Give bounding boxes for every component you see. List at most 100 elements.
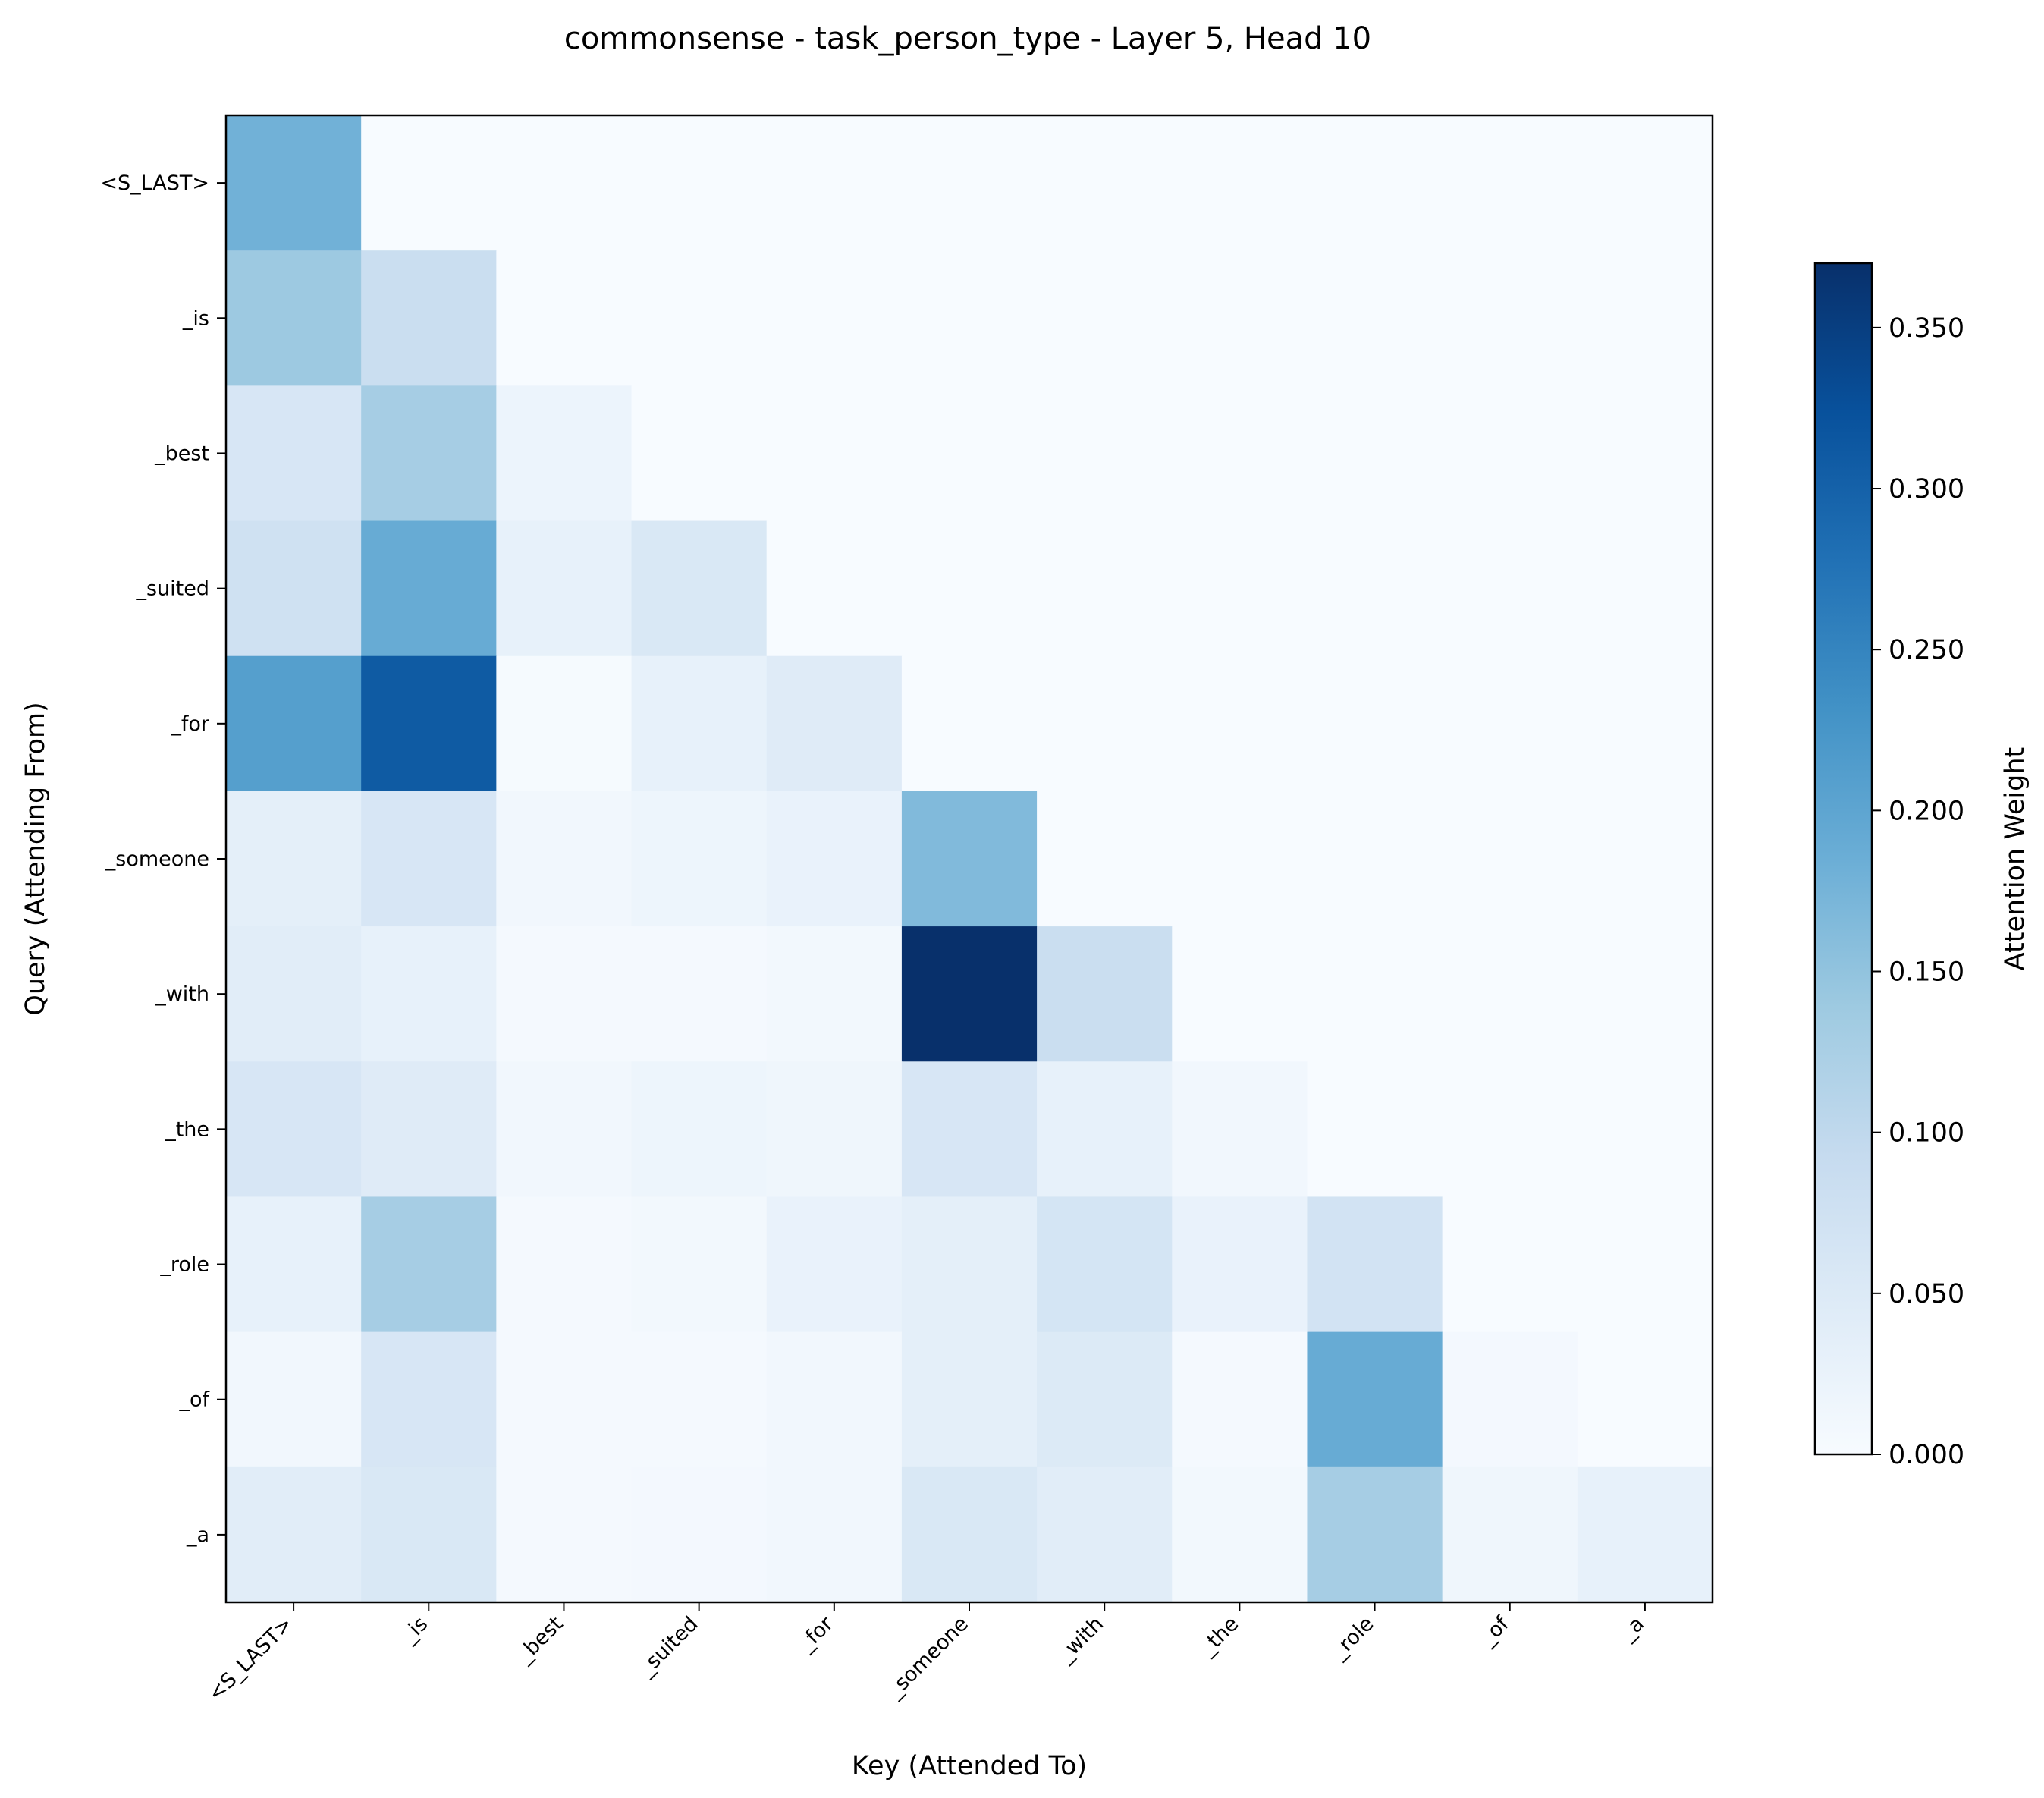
heatmap-cell — [901, 520, 1038, 657]
heatmap-cell — [361, 385, 497, 522]
heatmap-cell — [766, 1331, 903, 1468]
colorbar-ticks: 0.000 0.050 0.100 0.150 0.200 0.250 0.300 0.350 — [1872, 313, 1964, 1470]
heatmap-cell — [1172, 926, 1308, 1062]
heatmap-cell — [1577, 250, 1713, 386]
heatmap-cell — [226, 115, 362, 251]
heatmap-cell — [1442, 926, 1578, 1062]
heatmap-cell — [1577, 1196, 1713, 1333]
heatmap-cell — [361, 1466, 497, 1603]
heatmap-cell — [901, 1061, 1038, 1198]
heatmap-cell — [1037, 1061, 1173, 1198]
heatmap-cell — [226, 791, 362, 927]
heatmap-cell — [226, 926, 362, 1062]
heatmap-cell — [766, 115, 903, 251]
heatmap-cell — [1577, 385, 1713, 522]
heatmap-cell — [1172, 520, 1308, 657]
heatmap-cell — [901, 385, 1038, 522]
heatmap-cell — [226, 1466, 362, 1603]
heatmap-cell — [361, 655, 497, 792]
colorbar-tick-label: 0.150 — [1889, 957, 1964, 988]
colorbar-tick-label: 0.250 — [1889, 635, 1964, 665]
heatmap-cell — [361, 520, 497, 657]
heatmap-cell — [631, 1196, 768, 1333]
heatmap-cell — [1442, 115, 1578, 251]
colorbar-tick-label: 0.000 — [1889, 1440, 1964, 1470]
heatmap-cell — [1442, 520, 1578, 657]
heatmap-cell — [496, 1196, 633, 1333]
heatmap-cell — [1307, 520, 1443, 657]
heatmap-cell — [1037, 1466, 1173, 1603]
heatmap-cell — [1577, 1061, 1713, 1198]
colorbar-tick-label: 0.100 — [1889, 1118, 1964, 1149]
heatmap-cell — [1442, 791, 1578, 927]
y-tick-label: _of — [178, 1388, 210, 1412]
heatmap-cell — [361, 1331, 497, 1468]
heatmap-cell — [901, 115, 1038, 251]
heatmap-cell — [1037, 385, 1173, 522]
heatmap-cell — [496, 1331, 633, 1468]
y-tick-label: _someone — [105, 847, 209, 871]
heatmap-cell — [1307, 655, 1443, 792]
heatmap-cell — [496, 791, 633, 927]
heatmap-cell — [1442, 655, 1578, 792]
heatmap-cell — [496, 520, 633, 657]
heatmap-cell — [1307, 250, 1443, 386]
heatmap-cell — [496, 115, 633, 251]
heatmap-cell — [1442, 385, 1578, 522]
heatmap-cell — [1172, 115, 1308, 251]
y-tick-label: _best — [154, 442, 209, 465]
heatmap-cell — [766, 520, 903, 657]
heatmap-cell — [496, 926, 633, 1062]
heatmap-cell — [631, 926, 768, 1062]
heatmap-cell — [361, 250, 497, 386]
y-tick-label: _for — [170, 712, 210, 736]
heatmap-cells — [226, 115, 1713, 1603]
heatmap-cell — [1037, 1331, 1173, 1468]
heatmap-cell — [1442, 250, 1578, 386]
heatmap-cell — [1442, 1061, 1578, 1198]
heatmap-cell — [1577, 520, 1713, 657]
heatmap-cell — [1037, 791, 1173, 927]
heatmap-cell — [1577, 1466, 1713, 1603]
heatmap-cell — [631, 1331, 768, 1468]
heatmap-cell — [226, 1196, 362, 1333]
heatmap-cell — [1172, 1466, 1308, 1603]
heatmap-cell — [496, 655, 633, 792]
heatmap-cell — [766, 385, 903, 522]
y-axis-label: Query (Attending From) — [20, 702, 51, 1015]
heatmap-cell — [1307, 115, 1443, 251]
heatmap-cell — [1037, 115, 1173, 251]
colorbar-tick-label: 0.050 — [1889, 1279, 1964, 1309]
heatmap-cell — [766, 1466, 903, 1603]
heatmap-cell — [1037, 1196, 1173, 1333]
heatmap-cell — [901, 250, 1038, 386]
colorbar — [1813, 262, 1873, 1456]
heatmap-cell — [631, 791, 768, 927]
heatmap-cell — [631, 250, 768, 386]
heatmap-cell — [226, 655, 362, 792]
heatmap-cell — [361, 1061, 497, 1198]
colorbar-tick-label: 0.300 — [1889, 474, 1964, 505]
y-tick-label: _is — [182, 306, 209, 330]
colorbar-tick-label: 0.200 — [1889, 796, 1964, 826]
heatmap-cell — [766, 1196, 903, 1333]
y-tick-label: _suited — [135, 577, 209, 601]
heatmap-cell — [631, 1466, 768, 1603]
y-tick-label: _the — [165, 1117, 209, 1141]
y-tick-label: _with — [155, 982, 209, 1006]
heatmap-cell — [901, 1466, 1038, 1603]
heatmap-cell — [496, 1466, 633, 1603]
y-tick-label: _role — [159, 1253, 209, 1277]
heatmap-cell — [1307, 385, 1443, 522]
heatmap-cell — [901, 655, 1038, 792]
heatmap-cell — [226, 385, 362, 522]
heatmap-cell — [1307, 1061, 1443, 1198]
heatmap-cell — [1307, 926, 1443, 1062]
heatmap-cell — [496, 385, 633, 522]
heatmap-cell — [631, 385, 768, 522]
heatmap-cell — [631, 520, 768, 657]
y-tick-label: _a — [186, 1523, 209, 1547]
colorbar-label: Attention Weight — [2000, 747, 2030, 971]
heatmap-cell — [1577, 926, 1713, 1062]
